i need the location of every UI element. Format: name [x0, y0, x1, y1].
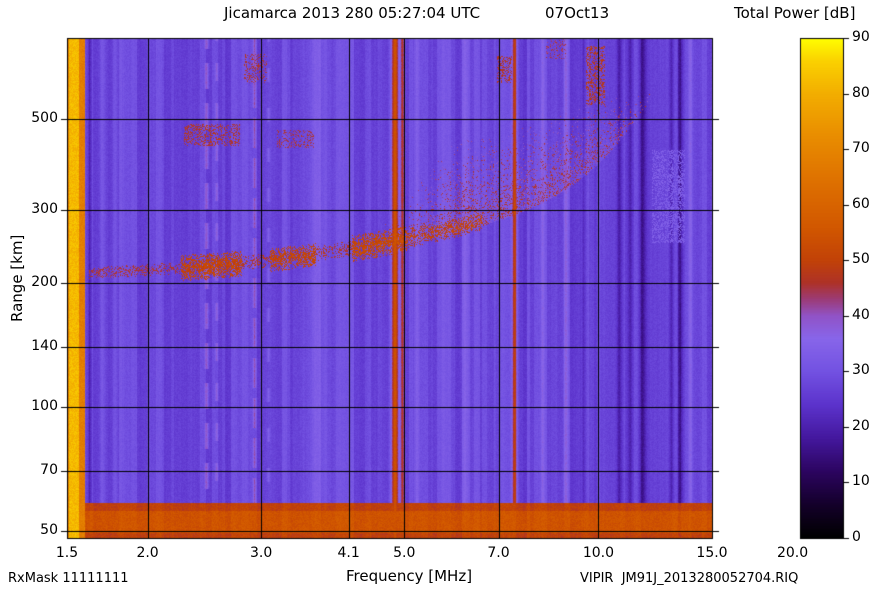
y-tick-label: 140	[31, 337, 58, 354]
y-tick-label: 50	[40, 522, 58, 538]
colorbar-tick-label: 70	[852, 140, 870, 157]
colorbar-title: Total Power [dB]	[734, 4, 856, 22]
y-tick-label: 500	[31, 110, 58, 126]
x-tick-label: 3.0	[250, 545, 273, 561]
colorbar-tick-label: 0	[852, 529, 861, 545]
x-tick-label: 5.0	[393, 545, 416, 561]
rxmask-status: RxMask 11111111	[8, 571, 129, 586]
y-tick-label: 300	[31, 201, 58, 218]
plot-title-datetime: Jicamarca 2013 280 05:27:04 UTC	[224, 4, 481, 22]
x-tick-label: 15.0	[696, 545, 728, 561]
colorbar-tick-label: 40	[852, 306, 870, 323]
y-tick-label: 100	[31, 397, 58, 414]
x-axis-label: Frequency [MHz]	[346, 567, 473, 585]
x-tick-label: 20.0	[776, 545, 809, 561]
colorbar-tick-label: 80	[852, 84, 870, 101]
colorbar-tick-label: 50	[852, 251, 870, 268]
y-tick-label: 70	[40, 461, 58, 478]
x-tick-label: 7.0	[487, 545, 510, 561]
data-file-name: VIPIR JM91J_2013280052704.RIQ	[580, 571, 799, 586]
x-tick-label: 4.1	[337, 545, 360, 561]
x-tick-label: 2.0	[136, 545, 159, 561]
x-tick-label: 10.0	[582, 545, 614, 561]
plot-title-date: 07Oct13	[545, 4, 610, 22]
colorbar-tick-label: 30	[852, 362, 870, 379]
colorbar-tick-label: 10	[852, 473, 870, 490]
y-tick-label: 200	[31, 273, 58, 290]
x-tick-label: 1.5	[55, 545, 79, 561]
colorbar-tick-label: 90	[852, 29, 870, 45]
colorbar-tick-label: 20	[852, 417, 870, 434]
colorbar-tick-label: 60	[852, 195, 870, 212]
